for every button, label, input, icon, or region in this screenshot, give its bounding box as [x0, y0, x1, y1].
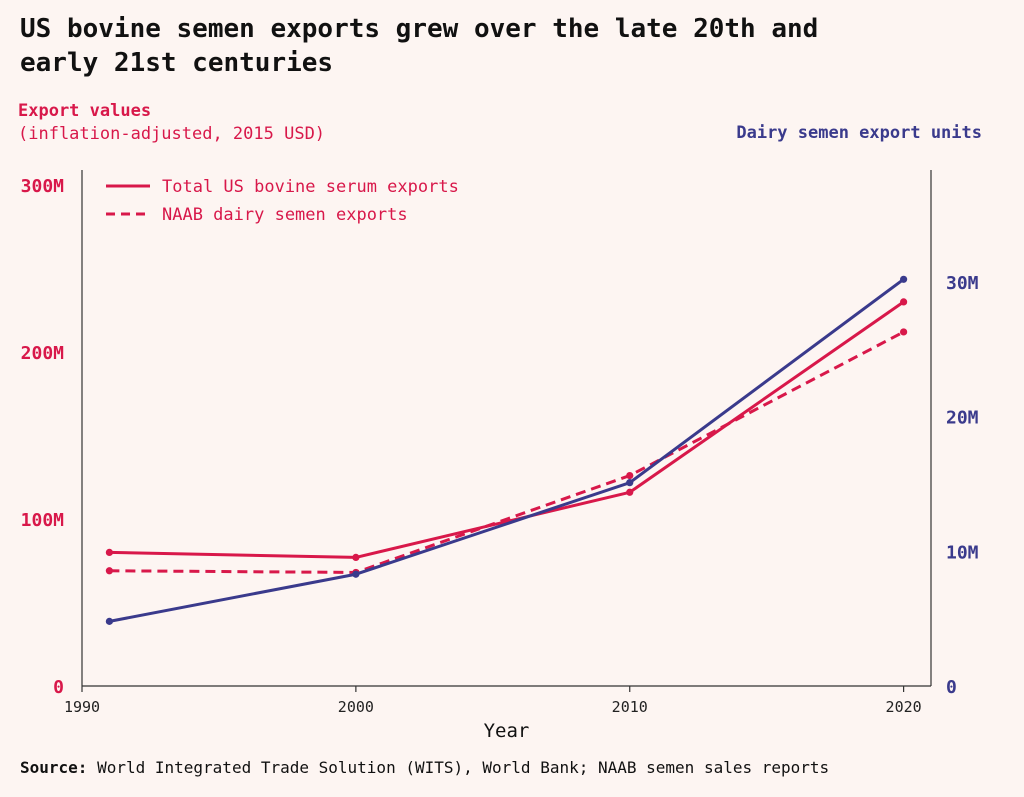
left-y-tick-label: 0: [53, 677, 64, 698]
left-axis-header: Export values (inflation-adjusted, 2015 …: [18, 100, 325, 146]
series-line-naab-dairy-semen-exports: [109, 330, 905, 574]
data-point-dairy-semen-export-units: [626, 479, 634, 487]
chart-title-line-1: US bovine semen exports grew over the la…: [20, 14, 819, 44]
data-point-total-us-bovine-serum-exports: [352, 553, 360, 562]
legend-label-naab-dairy-semen-exports: NAAB dairy semen exports: [162, 205, 408, 225]
left-y-tick-label: 100M: [21, 510, 65, 531]
right-y-tick-label: 30M: [946, 273, 979, 294]
x-tick-label: 2020: [886, 698, 922, 716]
series-line-dairy-semen-export-units: [109, 278, 905, 623]
data-point-total-us-bovine-serum-exports: [900, 298, 908, 306]
right-y-tick-label: 10M: [946, 542, 979, 563]
data-point-naab-dairy-semen-exports: [626, 471, 634, 480]
x-tick-label: 1990: [64, 698, 100, 716]
data-point-dairy-semen-export-units: [352, 570, 360, 578]
left-axis-subtitle: (inflation-adjusted, 2015 USD): [18, 124, 326, 144]
data-point-naab-dairy-semen-exports: [105, 567, 113, 575]
right-y-tick-label: 0: [946, 677, 957, 698]
x-tick-label: 2010: [612, 698, 648, 716]
x-axis-label: Year: [484, 720, 530, 742]
left-y-tick-label: 200M: [21, 343, 65, 364]
right-y-tick-label: 20M: [946, 408, 979, 429]
data-point-dairy-semen-export-units: [900, 275, 908, 283]
data-point-dairy-semen-export-units: [105, 617, 113, 625]
left-y-tick-label: 300M: [21, 176, 65, 197]
x-tick-label: 2000: [338, 698, 374, 716]
chart-title: US bovine semen exports grew over the la…: [20, 12, 980, 80]
data-point-naab-dairy-semen-exports: [900, 328, 908, 336]
right-axis-title: Dairy semen export units: [736, 123, 982, 143]
data-point-total-us-bovine-serum-exports: [105, 548, 113, 557]
data-point-total-us-bovine-serum-exports: [626, 488, 634, 496]
chart-title-line-2: early 21st centuries: [20, 48, 334, 78]
left-axis-title: Export values: [18, 101, 152, 121]
legend-label-total-us-bovine-serum-exports: Total US bovine serum exports: [162, 177, 459, 197]
source-text: World Integrated Trade Solution (WITS), …: [97, 758, 830, 777]
source-label: Source:: [20, 758, 88, 777]
source-note: Source: World Integrated Trade Solution …: [20, 758, 829, 777]
